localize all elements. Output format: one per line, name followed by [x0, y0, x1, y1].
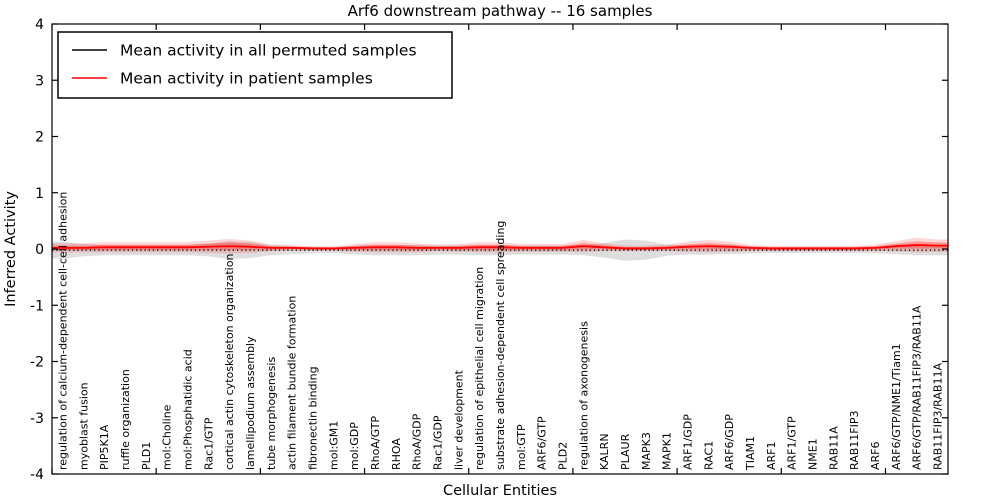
legend-label: Mean activity in all permuted samples	[120, 42, 417, 60]
x-tick-label: Rac1/GDP	[431, 415, 444, 470]
x-tick-label: mol:Phosphatidic acid	[181, 349, 194, 470]
x-tick-label: ARF6/GTP/NME1/Tiam1	[890, 343, 903, 470]
x-tick-label: cortical actin cytoskeleton organization	[223, 254, 236, 470]
y-tick-label: -2	[30, 355, 44, 371]
x-tick-label: KALRN	[598, 433, 611, 470]
y-tick-label: 4	[35, 17, 44, 33]
x-tick-label: RhoA/GDP	[411, 413, 424, 470]
x-tick-label: PLAUR	[619, 433, 632, 470]
x-tick-label: substrate adhesion-dependent cell spread…	[494, 221, 507, 470]
x-tick-label: PLD2	[557, 442, 570, 470]
permuted-activity-range-band	[52, 239, 948, 261]
x-tick-label: ARF6/GTP/RAB11FIP3/RAB11A	[911, 305, 924, 470]
x-tick-label: PIP5K1A	[98, 424, 111, 470]
x-tick-label: RAB11FIP3	[848, 411, 861, 470]
legend-label: Mean activity in patient samples	[120, 70, 373, 88]
x-tick-label: RAB11A	[827, 426, 840, 470]
x-tick-label: ARF1/GTP	[786, 416, 799, 470]
x-tick-label: ARF1/GDP	[682, 414, 695, 470]
x-tick-label: ruffle organization	[119, 369, 132, 470]
x-tick-label: MAPK1	[661, 432, 674, 470]
x-tick-label: RAB11FIP3/RAB11A	[932, 363, 945, 470]
y-tick-label: -1	[30, 298, 44, 314]
x-tick-label: ARF6	[869, 442, 882, 471]
x-tick-label: tube morphogenesis	[265, 357, 278, 470]
y-tick-label: -4	[30, 467, 44, 483]
x-tick-label: RHOA	[390, 438, 403, 470]
chart-title: Arf6 downstream pathway -- 16 samples	[348, 2, 653, 20]
x-tick-label: TIAM1	[744, 436, 757, 471]
y-axis-label: Inferred Activity	[3, 191, 19, 307]
x-tick-label: ARF6/GDP	[723, 414, 736, 470]
x-tick-label: mol:GTP	[515, 424, 528, 470]
patient-mean-line	[52, 244, 948, 250]
x-tick-label: ARF1	[765, 442, 778, 471]
legend-box	[57, 31, 453, 99]
x-tick-label: mol:GDP	[348, 422, 361, 470]
x-tick-label: ARF6/GTP	[536, 416, 549, 470]
y-tick-label: 2	[35, 130, 44, 146]
x-tick-label: NME1	[807, 438, 820, 470]
y-tick-label: 1	[35, 186, 44, 202]
x-tick-label: MAPK3	[640, 432, 653, 470]
y-tick-label: -3	[30, 411, 44, 427]
y-tick-label: 3	[35, 73, 44, 89]
x-tick-label: lamellipodium assembly	[244, 336, 257, 470]
x-tick-label: mol:Choline	[161, 404, 174, 470]
x-axis-label: Cellular Entities	[443, 483, 557, 499]
x-tick-label: actin filament bundle formation	[286, 296, 299, 470]
x-tick-label: regulation of calcium-dependent cell-cel…	[56, 192, 69, 470]
x-tick-label: regulation of epithelial cell migration	[473, 267, 486, 470]
x-tick-label: myoblast fusion	[77, 382, 90, 470]
x-tick-label: regulation of axonogenesis	[577, 321, 590, 470]
x-tick-label: mol:GM1	[327, 421, 340, 470]
x-tick-label: Rac1/GTP	[202, 417, 215, 470]
y-tick-label: 0	[35, 242, 44, 258]
legend: Mean activity in all permuted samples Mea…	[57, 31, 453, 99]
x-tick-label: liver development	[452, 369, 465, 470]
x-tick-label: RhoA/GTP	[369, 416, 382, 470]
x-tick-label: RAC1	[702, 441, 715, 470]
x-tick-label: PLD1	[140, 442, 153, 470]
x-tick-label: fibronectin binding	[306, 366, 319, 470]
